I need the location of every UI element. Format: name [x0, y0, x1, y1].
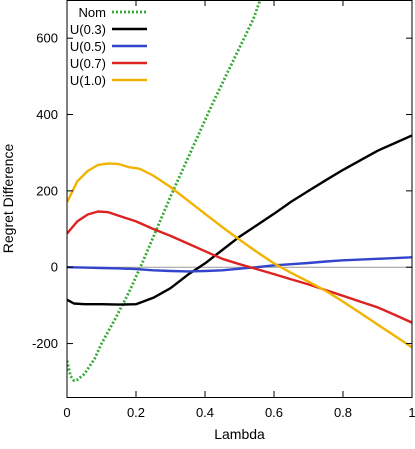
y-axis-label: Regret Difference: [0, 144, 16, 254]
x-tick-label: 0.2: [127, 405, 145, 420]
y-tick-label: 200: [36, 183, 58, 198]
x-tick-label: 0.6: [265, 405, 283, 420]
legend-label: U(1.0): [70, 73, 106, 88]
series-layer: [67, 0, 412, 383]
legend: Nom U(0.3) U(0.5) U(0.7) U(1.0): [70, 5, 147, 88]
legend-label: U(0.7): [70, 56, 106, 71]
series-line-0: [67, 0, 262, 383]
y-tick-label: -200: [32, 336, 58, 351]
series-line-2: [67, 256, 412, 273]
plot-frame: [66, 0, 413, 398]
x-tick-label: 0.4: [196, 405, 214, 420]
y-tick-label: 600: [36, 31, 58, 46]
x-axis-label: Lambda: [214, 426, 265, 442]
legend-label: U(0.3): [70, 22, 106, 37]
legend-label: Nom: [79, 5, 106, 20]
x-tick-label: 0: [63, 405, 70, 420]
legend-label: U(0.5): [70, 39, 106, 54]
x-tick-label: 1: [408, 405, 415, 420]
tick-layer: 0 0.2 0.4 0.6 0.8 1 -200 0 200 400 600: [32, 0, 415, 420]
y-tick-label: 400: [36, 107, 58, 122]
y-tick-label: 0: [51, 260, 58, 275]
series-line-1: [67, 134, 412, 306]
series-line-4: [67, 162, 412, 349]
series-line-3: [67, 210, 412, 324]
x-tick-label: 0.8: [334, 405, 352, 420]
